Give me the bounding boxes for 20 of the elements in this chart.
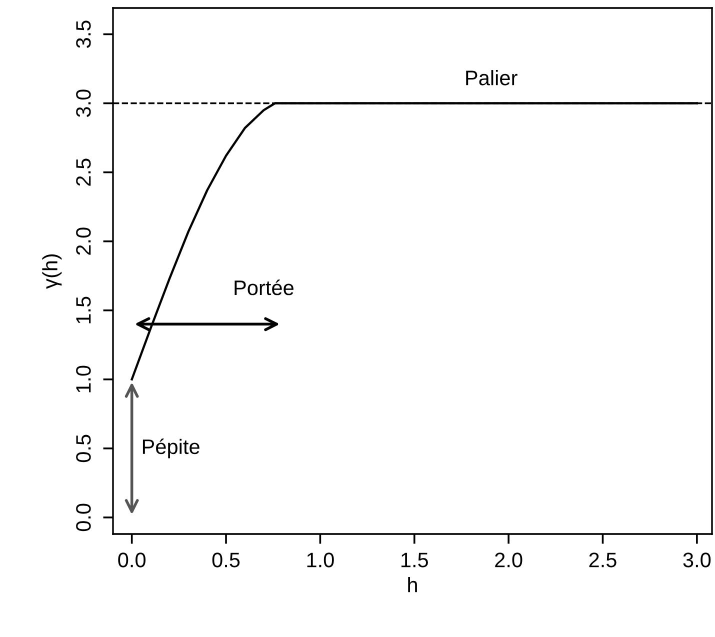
x-tick-label: 1.5 xyxy=(401,552,428,568)
x-tick-label: 1.0 xyxy=(307,552,334,568)
x-tick-label: 3.0 xyxy=(683,552,711,568)
y-tick-label: 2.0 xyxy=(76,228,91,255)
x-tick-label: 0.0 xyxy=(118,552,146,568)
x-tick-label: 2.5 xyxy=(589,552,616,568)
annotation: Pépite xyxy=(142,438,200,458)
y-tick-label: 1.0 xyxy=(76,366,91,392)
y-tick-label: 1.5 xyxy=(76,296,91,324)
y-tick-label: 0.5 xyxy=(76,434,91,462)
x-axis-title: h xyxy=(408,577,417,592)
x-tick-label: 2.0 xyxy=(495,552,522,568)
y-tick-label: 3.0 xyxy=(76,90,91,117)
y-tick-label: 0.0 xyxy=(76,504,91,532)
y-tick-label: 2.5 xyxy=(76,158,91,186)
x-tick-label: 0.5 xyxy=(212,552,240,568)
y-tick-label: 3.5 xyxy=(76,20,91,48)
y-axis-title: γ(h) xyxy=(42,254,62,289)
ref-line-label: Palier xyxy=(466,70,518,86)
annotation: Portée xyxy=(234,280,294,296)
